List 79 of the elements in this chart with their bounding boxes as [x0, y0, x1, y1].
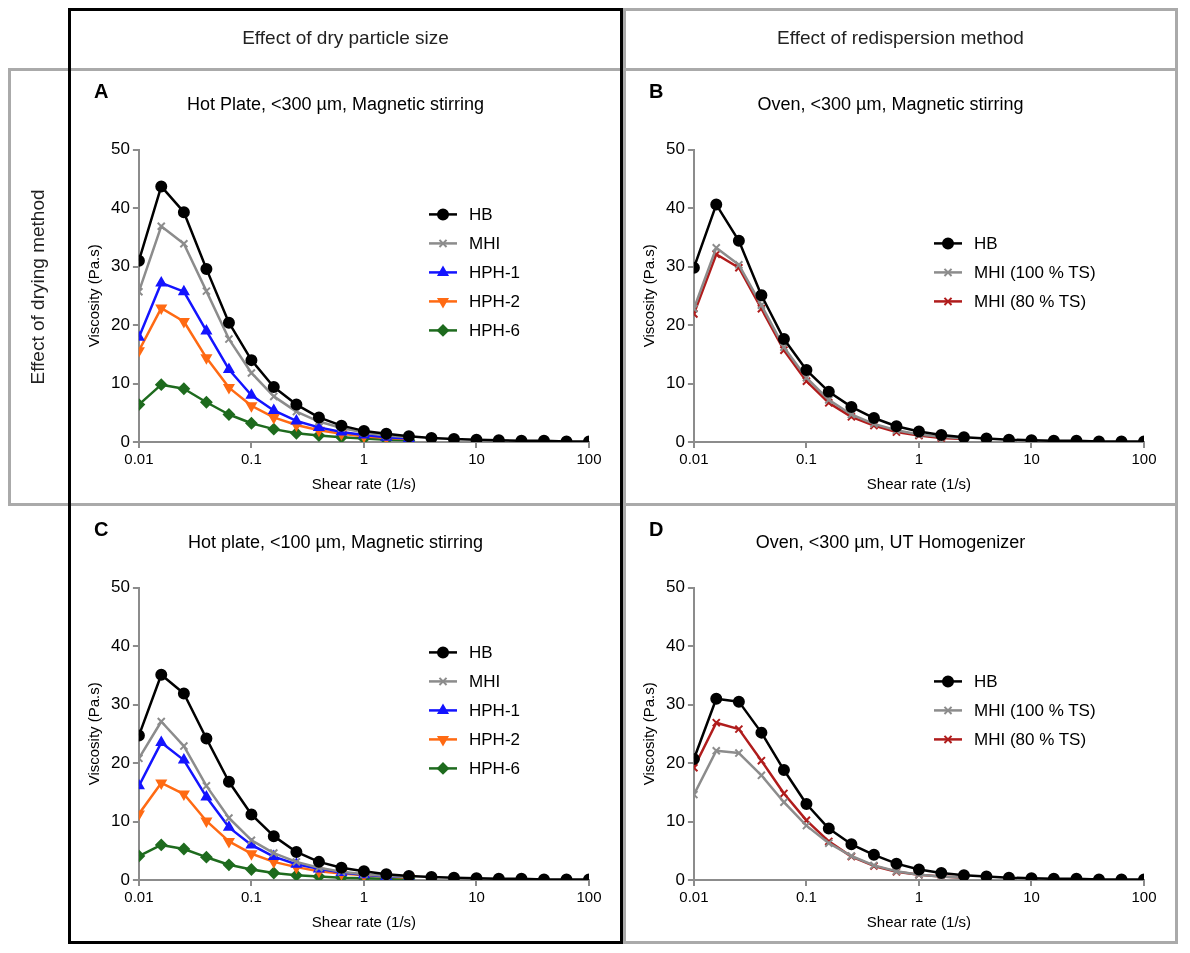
- x-tick-label: 1: [359, 450, 369, 468]
- y-tick-label: 10: [665, 811, 685, 831]
- y-tick-label: 20: [110, 314, 130, 334]
- x-tick-label: 0.1: [796, 450, 817, 468]
- x-tick-label: 10: [468, 888, 485, 906]
- text: D: [649, 517, 664, 540]
- x-tick-label: 10: [468, 450, 485, 468]
- y-tick-label: 40: [665, 197, 685, 217]
- x-axis-title: Shear rate (1/s): [866, 475, 972, 493]
- legend-label: HB: [974, 672, 998, 692]
- x-tick-label: 0.01: [679, 888, 709, 906]
- y-tick-label: 30: [665, 694, 685, 714]
- x-tick-label: 0.1: [241, 888, 262, 906]
- text: Effect of dry particle size: [242, 27, 449, 49]
- legend-label: HPH-2: [469, 292, 521, 312]
- x-tick-label: 0.01: [679, 450, 709, 468]
- legend-label: HB: [469, 643, 493, 663]
- x-tick-label: 10: [1023, 450, 1040, 468]
- legend-label: HPH-2: [469, 730, 521, 750]
- x-axis-title: Shear rate (1/s): [866, 913, 972, 931]
- legend-label: MHI (80 % TS): [974, 292, 1087, 312]
- y-tick-label: 0: [120, 431, 130, 451]
- x-axis-title: Shear rate (1/s): [311, 475, 417, 493]
- y-tick-label: 0: [120, 869, 130, 889]
- y-tick-label: 10: [665, 373, 685, 393]
- y-tick-label: 20: [665, 314, 685, 334]
- y-tick-label: 0: [675, 869, 685, 889]
- y-tick-label: 40: [665, 635, 685, 655]
- y-tick-label: 30: [110, 256, 130, 276]
- chart-title: Hot Plate, <300 µm, Magnetic stirring: [187, 93, 484, 114]
- legend-label: HPH-1: [469, 263, 521, 283]
- x-tick-label: 100: [576, 450, 602, 468]
- text: C: [94, 517, 109, 540]
- x-tick-label: 1: [359, 888, 369, 906]
- y-tick-label: 40: [110, 197, 130, 217]
- x-tick-label: 0.1: [796, 888, 817, 906]
- x-axis-title: Shear rate (1/s): [311, 913, 417, 931]
- y-tick-label: 20: [110, 752, 130, 772]
- chart-title: Oven, <300 µm, UT Homogenizer: [755, 531, 1026, 552]
- chart-title: Hot plate, <100 µm, Magnetic stirring: [187, 531, 484, 552]
- y-tick-label: 50: [665, 139, 685, 159]
- legend-label: MHI: [469, 672, 501, 692]
- y-tick-label: 50: [665, 577, 685, 597]
- x-tick-label: 100: [1131, 450, 1157, 468]
- x-tick-label: 0.1: [241, 450, 262, 468]
- y-axis-title: Viscosity (Pa.s): [640, 682, 658, 786]
- x-tick-label: 0.01: [124, 888, 154, 906]
- legend-label: MHI (100 % TS): [974, 701, 1096, 721]
- y-tick-label: 10: [110, 373, 130, 393]
- x-tick-label: 0.01: [124, 450, 154, 468]
- x-tick-label: 100: [576, 888, 602, 906]
- legend-label: HPH-6: [469, 321, 521, 341]
- y-tick-label: 40: [110, 635, 130, 655]
- legend-label: HB: [469, 205, 493, 225]
- text: Effect of redispersion method: [777, 27, 1024, 49]
- x-tick-label: 100: [1131, 888, 1157, 906]
- x-tick-label: 1: [914, 450, 924, 468]
- legend-label: HPH-6: [469, 759, 521, 779]
- y-tick-label: 50: [110, 577, 130, 597]
- y-tick-label: 20: [665, 752, 685, 772]
- y-axis-title: Viscosity (Pa.s): [85, 682, 103, 786]
- y-axis-title: Viscosity (Pa.s): [85, 244, 103, 348]
- text: A: [94, 79, 109, 102]
- y-tick-label: 50: [110, 139, 130, 159]
- legend-label: MHI (100 % TS): [974, 263, 1096, 283]
- y-tick-label: 10: [110, 811, 130, 831]
- x-tick-label: 10: [1023, 888, 1040, 906]
- chart-title: Oven, <300 µm, Magnetic stirring: [757, 93, 1024, 114]
- legend-label: MHI: [469, 234, 501, 254]
- x-tick-label: 1: [914, 888, 924, 906]
- legend-label: HPH-1: [469, 701, 521, 721]
- text: B: [649, 79, 664, 102]
- legend-label: HB: [974, 234, 998, 254]
- y-tick-label: 30: [665, 256, 685, 276]
- y-tick-label: 0: [675, 431, 685, 451]
- y-axis-title: Viscosity (Pa.s): [640, 244, 658, 348]
- legend-label: MHI (80 % TS): [974, 730, 1087, 750]
- text: Effect of drying method: [27, 189, 49, 385]
- y-tick-label: 30: [110, 694, 130, 714]
